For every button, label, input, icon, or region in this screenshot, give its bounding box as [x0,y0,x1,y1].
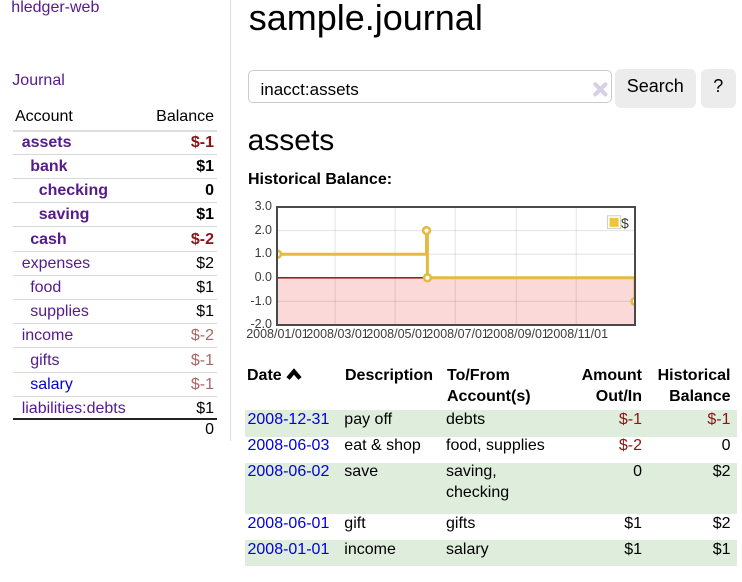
svg-text:$: $ [621,215,629,231]
